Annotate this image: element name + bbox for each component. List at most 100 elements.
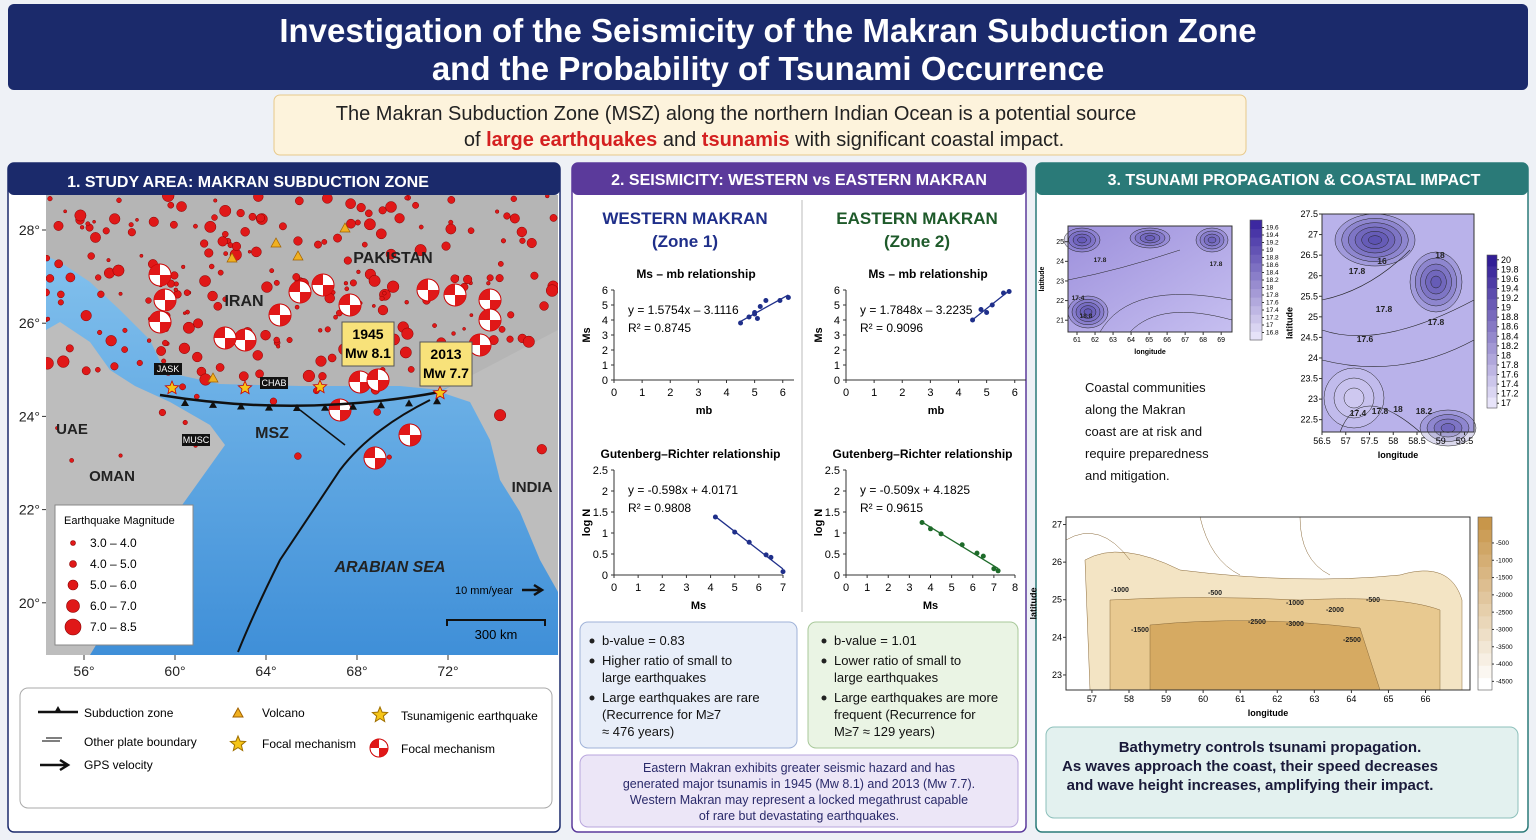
contour-field — [1322, 214, 1474, 432]
epicenter — [286, 337, 293, 343]
epicenter — [54, 259, 64, 269]
colorbar-label: 19.6 — [1501, 274, 1519, 284]
focal-mechanism — [214, 327, 236, 349]
epicenter — [356, 203, 366, 213]
place-label: PAKISTAN — [353, 250, 432, 267]
epicenter — [498, 326, 506, 333]
colorbar-cell — [1478, 640, 1492, 654]
colorbar-label: 18.2 — [1501, 341, 1519, 351]
epicenter — [116, 197, 122, 203]
epicenter — [65, 344, 74, 353]
legend-icon — [40, 758, 71, 772]
contour — [1129, 227, 1171, 249]
bullet-text: Large earthquakes are more — [834, 690, 998, 705]
bullet-text: Lower ratio of small to — [834, 653, 961, 668]
event-year: 2013 — [430, 346, 461, 362]
legend-entry: GPS velocity — [84, 758, 153, 772]
magnitude-symbol — [64, 618, 82, 636]
intro-text: The Makran Subduction Zone (MSZ) along t… — [336, 103, 1136, 125]
colorbar-label: -4000 — [1496, 661, 1513, 668]
colorbar-cell — [1487, 397, 1497, 409]
caption-text: Bathymetry controls tsunami propagation. — [1119, 739, 1422, 756]
epicenter — [65, 272, 76, 283]
epicenter — [192, 351, 203, 363]
equation: y = 1.7848x – 3.2235 — [860, 303, 973, 317]
epicenter — [200, 239, 209, 248]
epicenter — [345, 198, 356, 209]
focal-mechanism — [444, 284, 466, 306]
colorbar-label: 20 — [1501, 255, 1511, 265]
epicenter — [231, 241, 242, 251]
epicenter — [386, 280, 400, 293]
x-tick-label: 58.5 — [1408, 436, 1426, 446]
colorbar-label: 18 — [1501, 350, 1511, 360]
summary-text: of rare but devastating earthquakes. — [699, 809, 899, 823]
bullet-text: ≈ 476 years) — [602, 724, 674, 739]
y-tick-label: 2.5 — [825, 465, 840, 477]
x-tick-label: 6 — [780, 387, 786, 399]
point — [785, 295, 791, 300]
x-tick-label: 3 — [906, 582, 912, 594]
epicenter — [122, 327, 128, 333]
epicenter — [53, 220, 64, 231]
intro-text: of large earthquakes and tsunamis with s… — [464, 129, 1064, 151]
epicenter — [506, 335, 514, 343]
bullet-text: (Recurrence for M≥7 — [602, 707, 721, 722]
contour-label: -3000 — [1286, 621, 1304, 628]
epicenter — [495, 274, 504, 283]
colorbar-label: 19 — [1266, 247, 1274, 254]
y-tick-label: 25 — [1308, 312, 1318, 322]
colorbar-cell — [1487, 386, 1497, 398]
lat-label: 28° — [19, 222, 40, 238]
epicenter — [404, 300, 409, 305]
epicenter — [46, 274, 55, 283]
legend-entry: 6.0 – 7.0 — [90, 599, 137, 613]
subduction-tooth — [377, 401, 385, 409]
point — [995, 568, 1001, 574]
x-tick-label: 57.5 — [1361, 436, 1379, 446]
contour — [1321, 249, 1475, 433]
contour — [1139, 232, 1161, 244]
y-tick-label: 27 — [1308, 230, 1318, 240]
epicenter — [90, 232, 101, 243]
colorbar-label: 18 — [1266, 285, 1274, 292]
x-axis-label: longitude — [1248, 708, 1289, 718]
epicenter — [500, 238, 506, 244]
equation: y = -0.509x + 4.1825 — [860, 483, 970, 497]
x-tick-label: 4 — [723, 387, 729, 399]
y-tick-label: 1.5 — [593, 507, 608, 519]
r-squared: R² = 0.9615 — [860, 501, 923, 515]
epicenter — [373, 408, 381, 416]
epicenter — [377, 304, 389, 316]
contour — [1195, 227, 1229, 253]
epicenter — [211, 214, 218, 221]
lat-label: 20° — [19, 595, 40, 611]
epicenter — [81, 366, 91, 376]
epicenter — [121, 346, 128, 353]
panel-title: 2. SEISMICITY: WESTERN vs EASTERN MAKRAN — [611, 172, 987, 189]
colorbar-label: 19.2 — [1266, 240, 1279, 247]
x-tick-label: 63 — [1109, 337, 1117, 344]
y-tick-label: 26.5 — [1300, 250, 1318, 260]
tsunami-star — [164, 379, 180, 395]
epicenter — [530, 271, 539, 280]
epicenter — [293, 236, 303, 246]
focal-mechanism — [312, 274, 334, 296]
contour — [1425, 269, 1447, 295]
epicenter — [139, 253, 144, 258]
y-tick-label: 22 — [1056, 298, 1064, 305]
epicenter — [276, 344, 281, 349]
lon-label: 60° — [164, 663, 185, 679]
volcano — [270, 237, 282, 248]
contour-label: 17.8 — [1428, 317, 1445, 327]
y-tick-label: 0 — [602, 570, 608, 582]
panel-header — [8, 163, 560, 195]
epicenter — [217, 269, 224, 276]
epicenter — [260, 329, 271, 341]
colorbar-cell — [1250, 297, 1262, 307]
point — [763, 298, 769, 303]
epicenter — [509, 213, 520, 224]
volcano — [207, 372, 219, 383]
contour-label: 17.4 — [1072, 295, 1085, 302]
colorbar-label: 17 — [1501, 398, 1511, 408]
